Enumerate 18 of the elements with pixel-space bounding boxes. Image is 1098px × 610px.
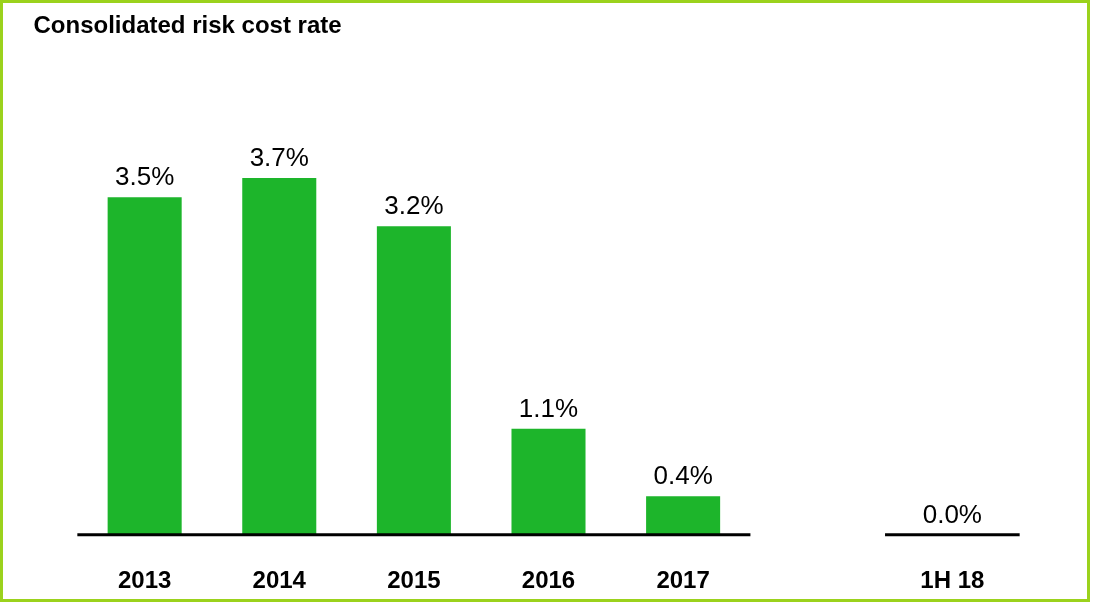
chart-title: Consolidated risk cost rate: [33, 10, 342, 38]
data-label: 0.0%: [922, 498, 982, 529]
x-tick-label: 2015: [387, 565, 441, 593]
x-tick-label: 1H 18: [920, 565, 985, 593]
data-label: 1.1%: [518, 392, 579, 423]
bar: [242, 178, 317, 535]
x-tick-label: 2014: [252, 565, 307, 593]
data-label: 3.5%: [115, 161, 175, 192]
x-tick-label: 2013: [117, 565, 172, 593]
bar: [107, 197, 182, 535]
bar: [646, 496, 721, 535]
data-label: 0.4%: [653, 460, 713, 491]
data-label: 3.7%: [249, 142, 309, 173]
x-tick-label: 2017: [656, 565, 710, 593]
data-label: 3.2%: [384, 190, 444, 221]
x-tick-label: 2016: [521, 565, 576, 593]
bar: [511, 428, 586, 535]
bar: [376, 226, 451, 535]
